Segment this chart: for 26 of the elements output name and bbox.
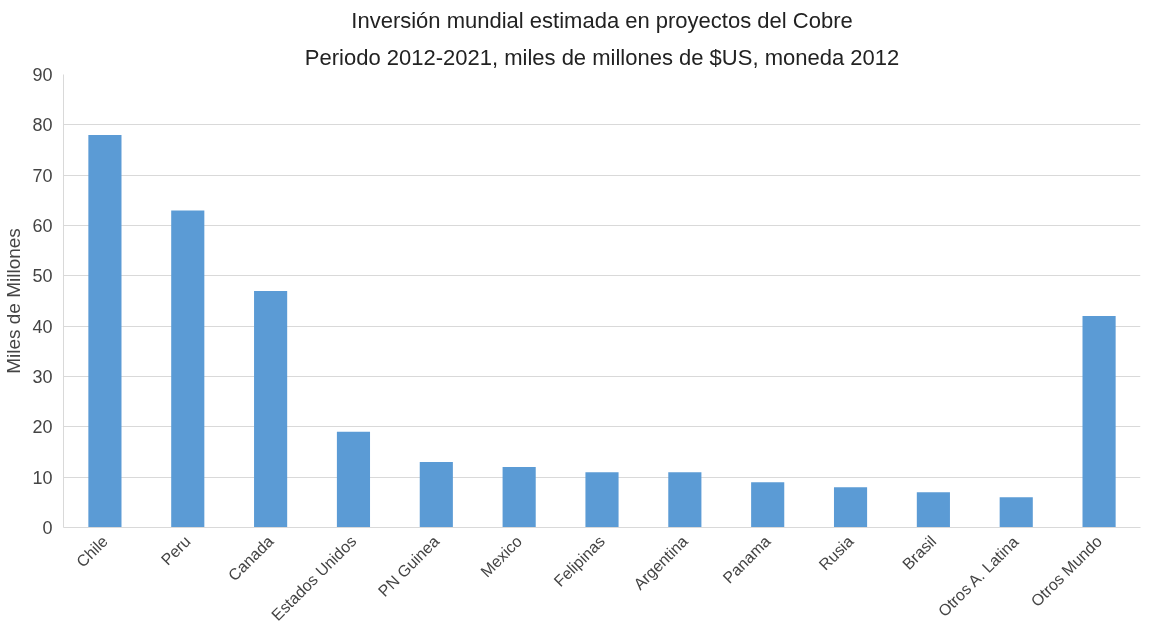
bar — [502, 467, 536, 528]
y-tick-label: 80 — [32, 115, 53, 136]
y-tick-label: 10 — [32, 467, 53, 488]
bar — [833, 487, 868, 528]
bar — [916, 492, 950, 528]
y-axis-title: Miles de Millones — [3, 228, 25, 374]
y-tick-label: 30 — [32, 367, 53, 387]
bar — [419, 462, 453, 528]
bar — [751, 482, 785, 528]
y-tick-label: 0 — [42, 518, 53, 538]
y-tick-label: 40 — [32, 316, 53, 337]
bar — [254, 290, 288, 528]
y-tick-label: 20 — [32, 417, 53, 438]
bar — [171, 210, 205, 528]
bar — [668, 472, 702, 528]
bar — [336, 431, 371, 528]
y-tick-label: 50 — [32, 266, 53, 287]
bar — [585, 472, 619, 528]
bar — [1082, 316, 1116, 528]
chart-title: Inversión mundial estimada en proyectos del Cobre — [351, 7, 853, 33]
y-tick-label: 90 — [32, 65, 53, 85]
chart-subtitle: Periodo 2012-2021, miles de millones de $US, moneda 2012 — [304, 44, 900, 70]
y-tick-label: 60 — [32, 216, 53, 236]
bar — [999, 497, 1033, 528]
bar — [88, 134, 122, 528]
y-tick-label: 70 — [32, 165, 53, 186]
